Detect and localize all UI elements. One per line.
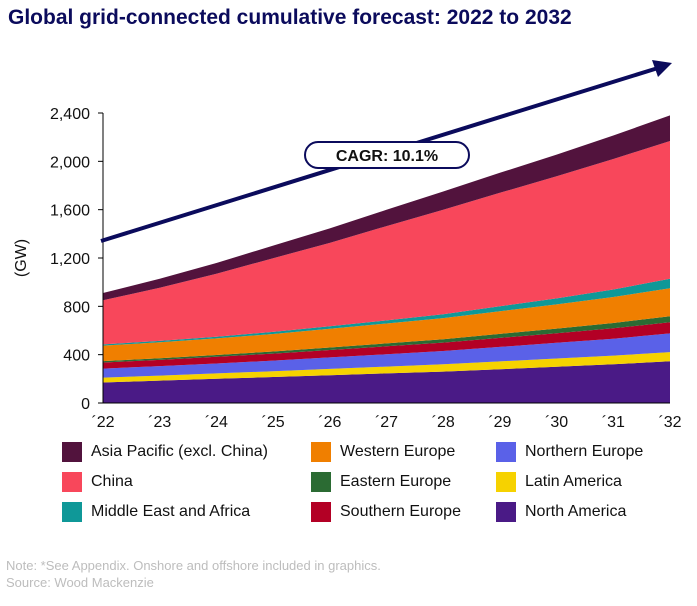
cagr-label: CAGR: 10.1% (336, 148, 438, 165)
legend-item: Eastern Europe (311, 472, 451, 492)
footnote: Note: *See Appendix. Onshore and offshor… (6, 558, 381, 573)
legend-swatch (496, 502, 516, 522)
area-western-europe (103, 288, 670, 362)
cagr-label-box (304, 141, 470, 169)
x-tick-label: ´27 (375, 414, 398, 431)
area-north-america (103, 361, 670, 403)
y-tick-label: 1,600 (50, 203, 90, 220)
x-tick-label: ´30 (545, 414, 568, 431)
y-tick-label: 2,000 (50, 154, 90, 171)
legend-swatch (496, 472, 516, 492)
legend-swatch (311, 502, 331, 522)
legend-swatch (62, 442, 82, 462)
legend-label: Latin America (525, 473, 622, 490)
legend-item: China (62, 472, 133, 492)
legend-swatch (311, 472, 331, 492)
legend-label: Middle East and Africa (91, 503, 251, 520)
legend-label: Western Europe (340, 443, 456, 460)
x-tick-label: ´24 (205, 414, 228, 431)
legend-label: Asia Pacific (excl. China) (91, 443, 268, 460)
legend-item: Southern Europe (311, 502, 461, 522)
x-tick-label: ´23 (148, 414, 171, 431)
cagr-arrow-head (652, 60, 672, 77)
axes-group: 0 400 800 1,200 1,600 2,000 2,400 ´22 ´23 ´24 ´25 ´… (13, 106, 682, 431)
x-tick-label: ´31 (602, 414, 625, 431)
y-tick-label: 2,400 (50, 106, 90, 123)
legend-label: North America (525, 503, 627, 520)
area-china (103, 141, 670, 345)
x-tick-label: ´32 (658, 414, 681, 431)
y-tick-label: 400 (63, 348, 90, 365)
stacked-area-chart: 0 400 800 1,200 1,600 2,000 2,400 ´22 ´23 ´24 ´25 ´… (13, 60, 682, 431)
x-tick-label: ´26 (318, 414, 341, 431)
y-tick-label: 0 (81, 396, 90, 413)
legend-label: China (91, 473, 133, 490)
area-northern-europe (103, 333, 670, 378)
x-tick-label: ´29 (488, 414, 511, 431)
x-tick-label: ´28 (432, 414, 455, 431)
chart-title: Global grid-connected cumulative forecas… (8, 6, 572, 29)
legend-item: Western Europe (311, 442, 455, 462)
legend-swatch (496, 442, 516, 462)
source-note: Source: Wood Mackenzie (6, 575, 154, 590)
legend-item: North America (496, 502, 626, 522)
legend-item: Middle East and Africa (62, 502, 250, 522)
legend-swatch (311, 442, 331, 462)
y-axis-label: (GW) (13, 239, 30, 277)
legend-label: Eastern Europe (340, 473, 452, 490)
x-tick-label: ´25 (262, 414, 285, 431)
legend-swatch (62, 502, 82, 522)
y-tick-label: 1,200 (50, 251, 90, 268)
legend-item: Latin America (496, 472, 622, 492)
area-series-group (103, 115, 670, 403)
legend-label: Southern Europe (340, 503, 461, 520)
area-latin-america (103, 352, 670, 383)
y-tick-label: 800 (63, 299, 90, 316)
area-southern-europe (103, 322, 670, 369)
legend-swatch (62, 472, 82, 492)
legend-label: Northern Europe (525, 443, 644, 460)
legend-item: Northern Europe (496, 442, 643, 462)
cagr-annotation: CAGR: 10.1% (100, 60, 672, 243)
x-tick-label: ´22 (91, 414, 114, 431)
legend-item: Asia Pacific (excl. China) (62, 442, 268, 462)
area-asia-pacific-excl-china (103, 115, 670, 301)
